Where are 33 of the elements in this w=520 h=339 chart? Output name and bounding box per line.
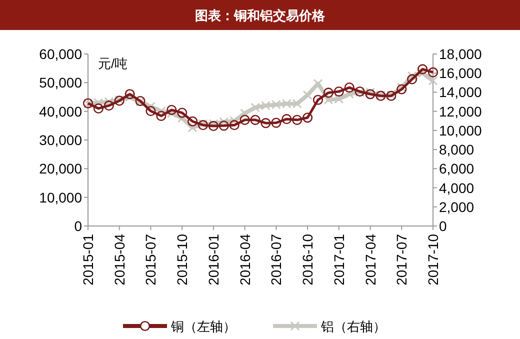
y2-tick-label: 8,000 bbox=[439, 142, 474, 158]
y2-tick-label: 2,000 bbox=[439, 198, 474, 215]
y-tick-label: 30,000 bbox=[39, 132, 82, 148]
x-tick-label: 2016-04 bbox=[236, 234, 253, 286]
y-tick-label: 0 bbox=[74, 218, 82, 234]
y2-tick-label: 14,000 bbox=[439, 84, 482, 100]
y2-tick-label: 0 bbox=[439, 218, 447, 234]
x-tick-label: 2017-04 bbox=[362, 234, 378, 286]
x-tick-label: 2015-01 bbox=[80, 234, 96, 286]
x-tick-label: 2017-10 bbox=[425, 234, 441, 286]
x-tick-label: 2015-04 bbox=[111, 234, 128, 286]
y2-tick-label: 4,000 bbox=[439, 180, 474, 196]
y-tick-label: 60,000 bbox=[39, 46, 82, 62]
y-tick-label: 20,000 bbox=[39, 160, 82, 177]
y2-tick-label: 6,000 bbox=[439, 160, 474, 177]
legend-label: 铜（左轴） bbox=[170, 319, 236, 334]
x-tick-label: 2017-01 bbox=[330, 234, 347, 286]
y2-tick-label: 16,000 bbox=[439, 65, 482, 82]
chart-title: 图表：铜和铝交易价格 bbox=[195, 8, 326, 23]
x-tick-label: 2015-10 bbox=[174, 234, 190, 286]
x-tick-label: 2016-10 bbox=[300, 234, 316, 286]
x-tick-label: 2016-07 bbox=[268, 234, 284, 286]
y-tick-label: 40,000 bbox=[39, 103, 82, 120]
y-tick-label: 10,000 bbox=[39, 189, 82, 206]
y2-tick-label: 18,000 bbox=[439, 46, 482, 62]
y-tick-label: 50,000 bbox=[39, 74, 82, 91]
annotation: 元/吨 bbox=[98, 56, 128, 71]
x-tick-label: 2016-01 bbox=[205, 234, 222, 286]
x-tick-label: 2017-07 bbox=[394, 234, 410, 286]
y2-tick-label: 10,000 bbox=[439, 122, 482, 138]
y2-tick-label: 12,000 bbox=[439, 103, 482, 120]
x-tick-label: 2015-07 bbox=[142, 234, 159, 286]
legend-label: 铝（右轴） bbox=[320, 319, 386, 334]
